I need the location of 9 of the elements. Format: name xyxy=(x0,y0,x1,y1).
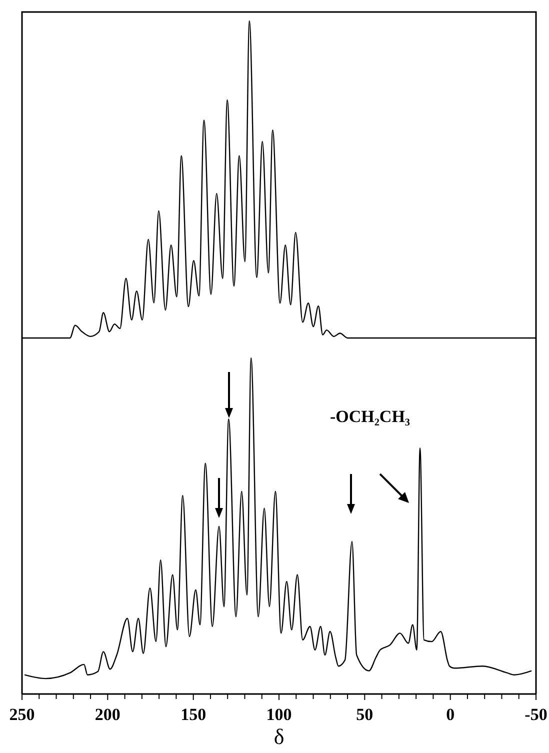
x-tick-label: 50 xyxy=(356,705,374,724)
x-tick-label: 0 xyxy=(446,705,455,724)
x-tick-label: -50 xyxy=(524,705,548,724)
x-tick-label: 200 xyxy=(94,705,120,724)
x-tick-label: 250 xyxy=(9,705,35,724)
x-tick-label: 150 xyxy=(180,705,206,724)
x-tick-label: 100 xyxy=(266,705,292,724)
x-axis-title: δ xyxy=(274,724,284,749)
annotation: -OCH₂CH₃ xyxy=(330,407,410,426)
